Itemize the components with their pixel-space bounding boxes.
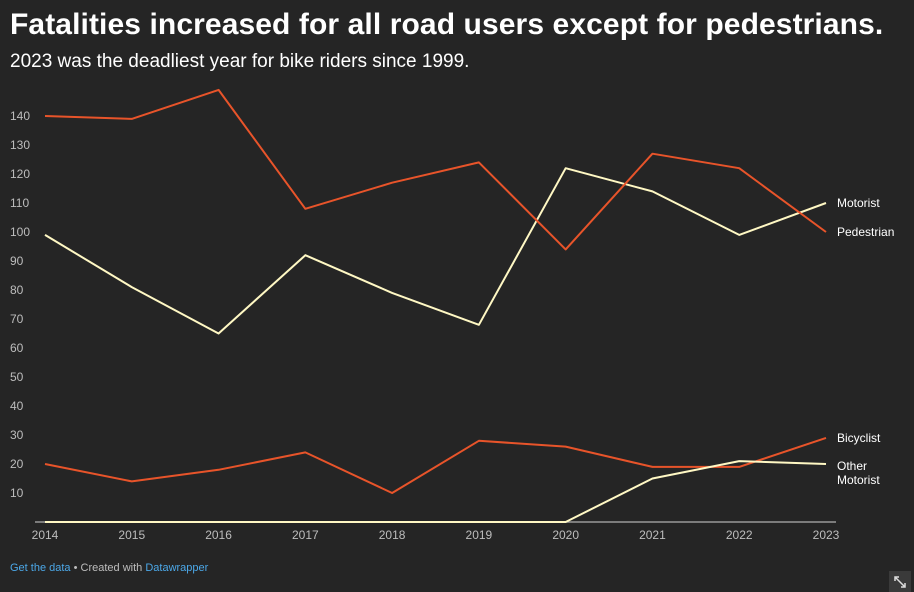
y-tick-label-110: 110 xyxy=(10,196,29,210)
y-tick-label-50: 50 xyxy=(10,370,24,384)
x-tick-label-2023: 2023 xyxy=(813,528,840,542)
y-tick-label-60: 60 xyxy=(10,341,24,355)
y-tick-label-90: 90 xyxy=(10,254,24,268)
x-tick-label-2020: 2020 xyxy=(552,528,579,542)
datawrapper-link[interactable]: Datawrapper xyxy=(145,562,209,574)
y-tick-label-30: 30 xyxy=(10,428,24,442)
series-label-pedestrian: Pedestrian xyxy=(837,225,894,239)
series-label-bicyclist: Bicyclist xyxy=(837,431,881,445)
x-tick-label-2016: 2016 xyxy=(205,528,232,542)
chart-subtitle: 2023 was the deadliest year for bike rid… xyxy=(10,51,470,72)
series-line-bicyclist xyxy=(44,436,827,494)
x-tick-label-2015: 2015 xyxy=(118,528,145,542)
series-label-other-motorist-line1: Other xyxy=(837,459,867,473)
y-tick-label-40: 40 xyxy=(10,399,24,413)
y-tick-label-80: 80 xyxy=(10,283,24,297)
y-tick-label-140: 140 xyxy=(10,109,30,123)
y-tick-label-10: 10 xyxy=(10,486,24,500)
y-tick-label-20: 20 xyxy=(10,457,24,471)
x-tick-label-2018: 2018 xyxy=(379,528,406,542)
expand-diagonal-icon[interactable] xyxy=(889,571,911,592)
y-tick-label-120: 120 xyxy=(10,167,30,181)
y-tick-label-70: 70 xyxy=(10,312,24,326)
get-the-data-link[interactable]: Get the data xyxy=(10,562,71,574)
x-tick-label-2017: 2017 xyxy=(292,528,319,542)
series-line-other-motorist xyxy=(45,460,827,523)
footer: Get the data • Created with Datawrapper xyxy=(10,562,208,574)
x-tick-label-2014: 2014 xyxy=(32,528,59,542)
y-tick-label-130: 130 xyxy=(10,138,30,152)
x-tick-label-2021: 2021 xyxy=(639,528,666,542)
series-label-motorist: Motorist xyxy=(837,196,880,210)
series-label-other-motorist-line2: Motorist xyxy=(837,473,880,487)
x-tick-label-2019: 2019 xyxy=(466,528,493,542)
series-line-motorist xyxy=(44,167,827,335)
footer-separator: • Created with xyxy=(70,562,146,574)
series-line-pedestrian xyxy=(44,88,827,251)
x-tick-label-2022: 2022 xyxy=(726,528,753,542)
y-tick-label-100: 100 xyxy=(10,225,30,239)
chart-title: Fatalities increased for all road users … xyxy=(10,8,884,41)
